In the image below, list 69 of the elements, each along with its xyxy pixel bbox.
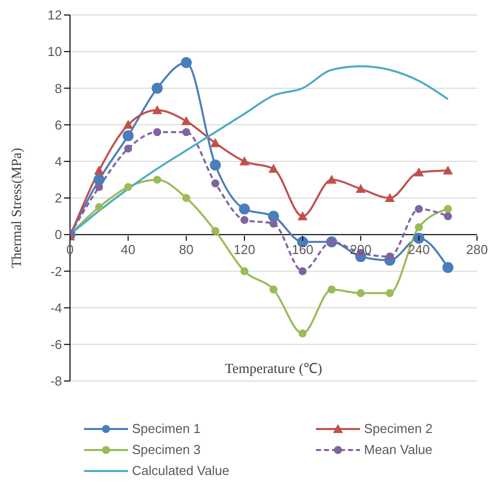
y-tick-label: 8 (54, 80, 62, 96)
point (268, 164, 278, 173)
point (298, 267, 307, 276)
point (95, 183, 104, 192)
x-tick-label: 160 (292, 242, 314, 257)
y-tick-label: -4 (50, 300, 62, 316)
point (444, 212, 452, 220)
point (122, 130, 134, 142)
legend-label: Specimen 2 (364, 421, 433, 436)
y-tick-label: 12 (48, 8, 62, 23)
point (238, 203, 250, 214)
y-tick-label: 6 (54, 117, 62, 132)
point (210, 160, 221, 171)
y-tick-label: 2 (54, 190, 62, 206)
point (414, 223, 423, 232)
y-tick-label: -2 (50, 264, 62, 279)
legend-label: Calculated Value (132, 463, 230, 478)
point (413, 232, 424, 244)
point (356, 184, 366, 193)
point (152, 82, 163, 94)
point (211, 179, 220, 188)
x-tick-label: 40 (120, 242, 136, 257)
point (182, 128, 190, 136)
point (94, 174, 105, 186)
point (123, 120, 134, 129)
point (239, 156, 250, 166)
point (386, 252, 394, 261)
point (268, 210, 279, 222)
point (153, 128, 162, 136)
x-tick-label: 120 (234, 242, 256, 257)
x-tick-label: 280 (466, 242, 488, 257)
point (180, 57, 192, 68)
point (152, 105, 162, 114)
point (182, 194, 190, 202)
legend-label: Mean Value (364, 442, 432, 457)
point (328, 286, 336, 294)
point (384, 193, 395, 202)
y-tick-label: -6 (50, 337, 62, 352)
point (442, 262, 454, 274)
point (153, 176, 162, 184)
point (270, 286, 278, 294)
point (95, 203, 104, 212)
y-tick-label: 10 (48, 44, 62, 60)
y-axis-title: Thermal Stress(MPa) (10, 148, 25, 268)
x-axis-title: Temperature (℃) (224, 362, 323, 377)
point (94, 166, 104, 175)
point (414, 204, 423, 213)
point (442, 166, 453, 175)
point (211, 226, 220, 235)
y-tick-label: -8 (50, 374, 62, 389)
point (298, 211, 308, 220)
point (298, 329, 307, 338)
y-tick-label: 4 (54, 154, 62, 170)
point (414, 167, 424, 176)
legend-label: Specimen 3 (132, 442, 201, 457)
point (386, 289, 394, 298)
point (124, 144, 132, 153)
point (356, 289, 365, 298)
point (240, 267, 248, 276)
point (124, 183, 132, 192)
x-tick-label: 80 (179, 242, 194, 257)
point (210, 138, 220, 148)
point (444, 204, 452, 213)
legend-label: Specimen 1 (132, 421, 201, 436)
point (270, 220, 278, 228)
point (326, 174, 337, 184)
point (181, 116, 192, 126)
y-tick-label: 0 (54, 227, 62, 242)
point (240, 216, 248, 224)
